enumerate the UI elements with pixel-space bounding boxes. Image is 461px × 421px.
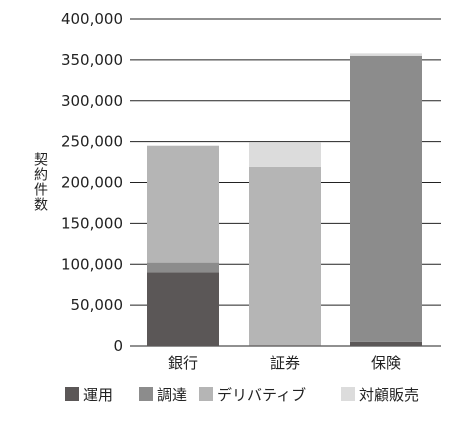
bar-segment xyxy=(147,145,219,263)
bar-segment xyxy=(249,345,321,346)
bar-segment xyxy=(350,341,422,346)
y-axis-label: 契約件数 xyxy=(32,152,48,212)
legend-label: デリバティブ xyxy=(217,386,306,404)
legend-swatch xyxy=(199,387,213,401)
y-tick-label: 0 xyxy=(113,337,123,355)
legend-label: 対顧販売 xyxy=(359,386,419,404)
legend-swatch xyxy=(341,387,355,401)
bar-segment xyxy=(350,53,422,56)
legend-swatch xyxy=(65,387,79,401)
y-tick-label: 400,000 xyxy=(61,10,123,28)
y-tick-labels: 0 50,000 100,000 150,000 200,000 250,000 300,0… xyxy=(61,10,123,355)
x-category-label: 銀行 xyxy=(168,354,198,372)
bar-segment xyxy=(147,262,219,273)
x-category-label: 保険 xyxy=(371,354,401,372)
y-tick-label: 100,000 xyxy=(61,255,123,273)
x-category-labels: 銀行 証券 保険 xyxy=(168,354,401,372)
legend: 運用 調達 デリバティブ 対顧販売 xyxy=(65,386,419,404)
legend-label: 調達 xyxy=(157,386,187,404)
y-tick-label: 150,000 xyxy=(61,214,123,232)
bar-segment xyxy=(249,142,321,167)
y-tick-label: 50,000 xyxy=(71,296,124,314)
y-tick-label: 200,000 xyxy=(61,174,123,192)
legend-swatch xyxy=(139,387,153,401)
bar-segment xyxy=(249,166,321,346)
y-tick-label: 350,000 xyxy=(61,51,123,69)
bar-segment xyxy=(350,55,422,342)
bars xyxy=(147,53,422,346)
legend-label: 運用 xyxy=(83,386,113,404)
x-category-label: 証券 xyxy=(270,354,300,372)
y-tick-label: 250,000 xyxy=(61,133,123,151)
bar-segment xyxy=(147,272,219,346)
y-tick-label: 300,000 xyxy=(61,92,123,110)
